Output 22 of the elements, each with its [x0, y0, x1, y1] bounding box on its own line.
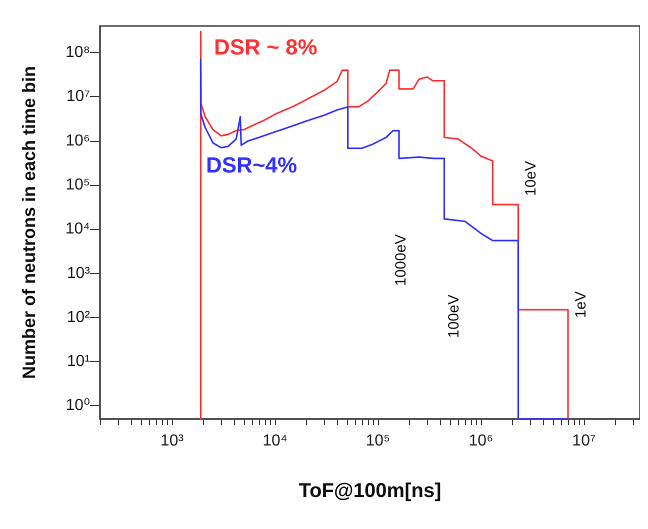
series-label: DSR~4% [206, 152, 298, 178]
x-tick-label: 10⁶ [468, 432, 494, 450]
series-label: DSR ~ 8% [214, 34, 318, 60]
y-tick-label: 10⁷ [66, 88, 90, 106]
x-tick-label: 10⁵ [366, 432, 390, 450]
annotation: 10eV [522, 160, 540, 196]
x-tick-label: 10⁴ [262, 432, 288, 450]
y-tick-label: 10⁰ [66, 397, 90, 414]
y-tick-label: 10⁴ [65, 220, 90, 238]
y-tick-label: 10⁵ [66, 176, 90, 194]
y-axis-title: Number of neutrons in each time bin [19, 66, 39, 380]
y-tick-label: 10³ [66, 264, 91, 282]
x-axis-title: ToF@100m[ns] [298, 480, 442, 502]
y-tick-label: 10⁸ [65, 44, 90, 62]
x-tick-label: 10³ [160, 432, 184, 450]
y-tick-label: 10¹ [66, 353, 90, 370]
annotation: 100eV [446, 294, 462, 338]
x-tick-label: 10⁷ [572, 432, 596, 450]
y-tick-label: 10⁶ [66, 132, 90, 150]
annotation: 1000eV [392, 234, 410, 286]
y-tick-label: 10² [66, 308, 91, 326]
annotation: 1eV [572, 291, 590, 318]
